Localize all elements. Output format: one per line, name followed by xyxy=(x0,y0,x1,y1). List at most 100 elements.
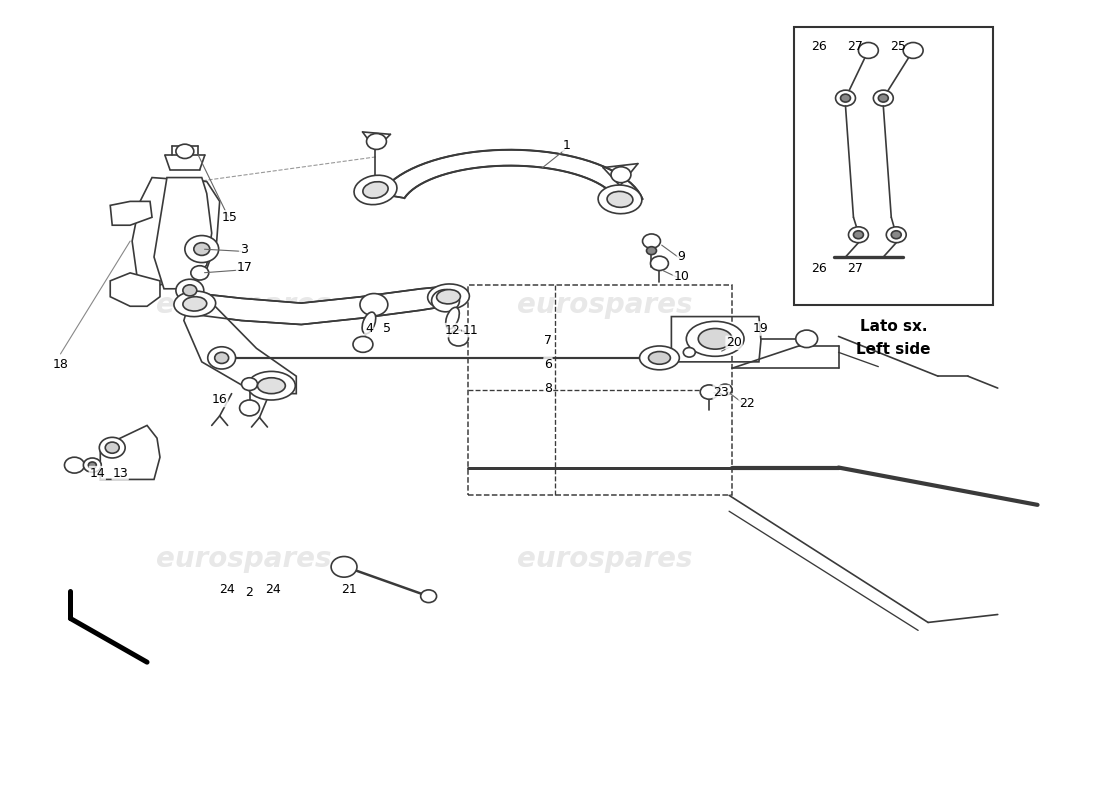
Ellipse shape xyxy=(248,371,295,400)
Text: 5: 5 xyxy=(383,322,390,335)
Text: eurospares: eurospares xyxy=(517,545,693,573)
Circle shape xyxy=(840,94,850,102)
Ellipse shape xyxy=(354,175,397,205)
Circle shape xyxy=(366,134,386,150)
Text: 26: 26 xyxy=(811,262,826,275)
Circle shape xyxy=(240,400,260,416)
Text: eurospares: eurospares xyxy=(517,290,693,318)
Polygon shape xyxy=(154,178,211,289)
Circle shape xyxy=(873,90,893,106)
Text: 11: 11 xyxy=(462,323,478,337)
Circle shape xyxy=(183,285,197,296)
Circle shape xyxy=(431,290,460,312)
Circle shape xyxy=(903,42,923,58)
Circle shape xyxy=(449,330,469,346)
Circle shape xyxy=(99,438,125,458)
Text: 9: 9 xyxy=(678,250,685,263)
Text: 22: 22 xyxy=(739,398,755,410)
Text: 25: 25 xyxy=(890,40,906,53)
Polygon shape xyxy=(184,293,296,394)
Text: 3: 3 xyxy=(240,242,248,255)
Polygon shape xyxy=(100,426,160,479)
Polygon shape xyxy=(381,150,642,202)
Bar xyxy=(469,285,733,495)
Polygon shape xyxy=(110,202,152,226)
Ellipse shape xyxy=(437,290,461,304)
Ellipse shape xyxy=(686,322,744,356)
Text: 24: 24 xyxy=(219,582,234,595)
Circle shape xyxy=(360,294,388,316)
Ellipse shape xyxy=(428,284,470,310)
Text: Left side: Left side xyxy=(856,342,931,357)
Circle shape xyxy=(88,462,97,468)
Text: 27: 27 xyxy=(847,262,864,275)
Text: 27: 27 xyxy=(847,40,864,53)
Ellipse shape xyxy=(607,191,632,207)
Circle shape xyxy=(836,90,856,106)
Circle shape xyxy=(190,266,209,280)
Text: 1: 1 xyxy=(563,139,571,152)
Text: 12: 12 xyxy=(444,323,461,337)
Text: 14: 14 xyxy=(89,466,106,479)
Text: 20: 20 xyxy=(726,336,742,350)
Ellipse shape xyxy=(257,378,285,394)
Circle shape xyxy=(208,346,235,369)
Text: 23: 23 xyxy=(713,386,729,398)
Circle shape xyxy=(878,94,889,102)
Polygon shape xyxy=(671,317,761,362)
Polygon shape xyxy=(110,273,160,306)
Ellipse shape xyxy=(446,307,460,329)
Text: 19: 19 xyxy=(754,322,769,335)
Ellipse shape xyxy=(639,346,680,370)
Ellipse shape xyxy=(362,312,376,334)
Text: 24: 24 xyxy=(265,582,282,595)
Circle shape xyxy=(683,347,695,357)
Ellipse shape xyxy=(598,185,641,214)
Text: eurospares: eurospares xyxy=(156,545,331,573)
Circle shape xyxy=(194,242,210,255)
Ellipse shape xyxy=(183,297,207,311)
Circle shape xyxy=(887,227,906,242)
Circle shape xyxy=(331,557,358,577)
Circle shape xyxy=(891,230,901,238)
Ellipse shape xyxy=(174,291,216,317)
Circle shape xyxy=(610,166,631,182)
Polygon shape xyxy=(132,178,220,289)
Ellipse shape xyxy=(698,329,733,349)
Text: 4: 4 xyxy=(365,322,373,335)
Text: 7: 7 xyxy=(544,334,552,347)
Circle shape xyxy=(176,279,204,302)
Circle shape xyxy=(353,337,373,352)
Circle shape xyxy=(647,246,657,254)
Text: 26: 26 xyxy=(811,40,826,53)
Text: 6: 6 xyxy=(544,358,552,370)
Text: 2: 2 xyxy=(245,586,253,598)
Circle shape xyxy=(84,458,101,472)
Circle shape xyxy=(650,256,669,270)
Circle shape xyxy=(848,227,868,242)
Circle shape xyxy=(854,230,864,238)
Text: eurospares: eurospares xyxy=(156,290,331,318)
Circle shape xyxy=(65,457,85,473)
Circle shape xyxy=(420,590,437,602)
Text: 21: 21 xyxy=(341,582,356,595)
Circle shape xyxy=(642,234,660,248)
Circle shape xyxy=(795,330,817,347)
Text: 8: 8 xyxy=(544,382,552,394)
Ellipse shape xyxy=(363,182,388,198)
Circle shape xyxy=(718,384,733,395)
Polygon shape xyxy=(191,286,446,325)
Text: 10: 10 xyxy=(673,270,690,283)
Circle shape xyxy=(214,352,229,363)
Bar xyxy=(794,26,993,305)
Text: Lato sx.: Lato sx. xyxy=(859,319,927,334)
Circle shape xyxy=(176,144,194,158)
Text: 18: 18 xyxy=(53,358,68,370)
Circle shape xyxy=(106,442,119,454)
Ellipse shape xyxy=(649,351,670,364)
Circle shape xyxy=(185,235,219,262)
Text: 15: 15 xyxy=(222,210,238,224)
Text: 16: 16 xyxy=(212,394,228,406)
Circle shape xyxy=(242,378,257,390)
Circle shape xyxy=(701,385,718,399)
